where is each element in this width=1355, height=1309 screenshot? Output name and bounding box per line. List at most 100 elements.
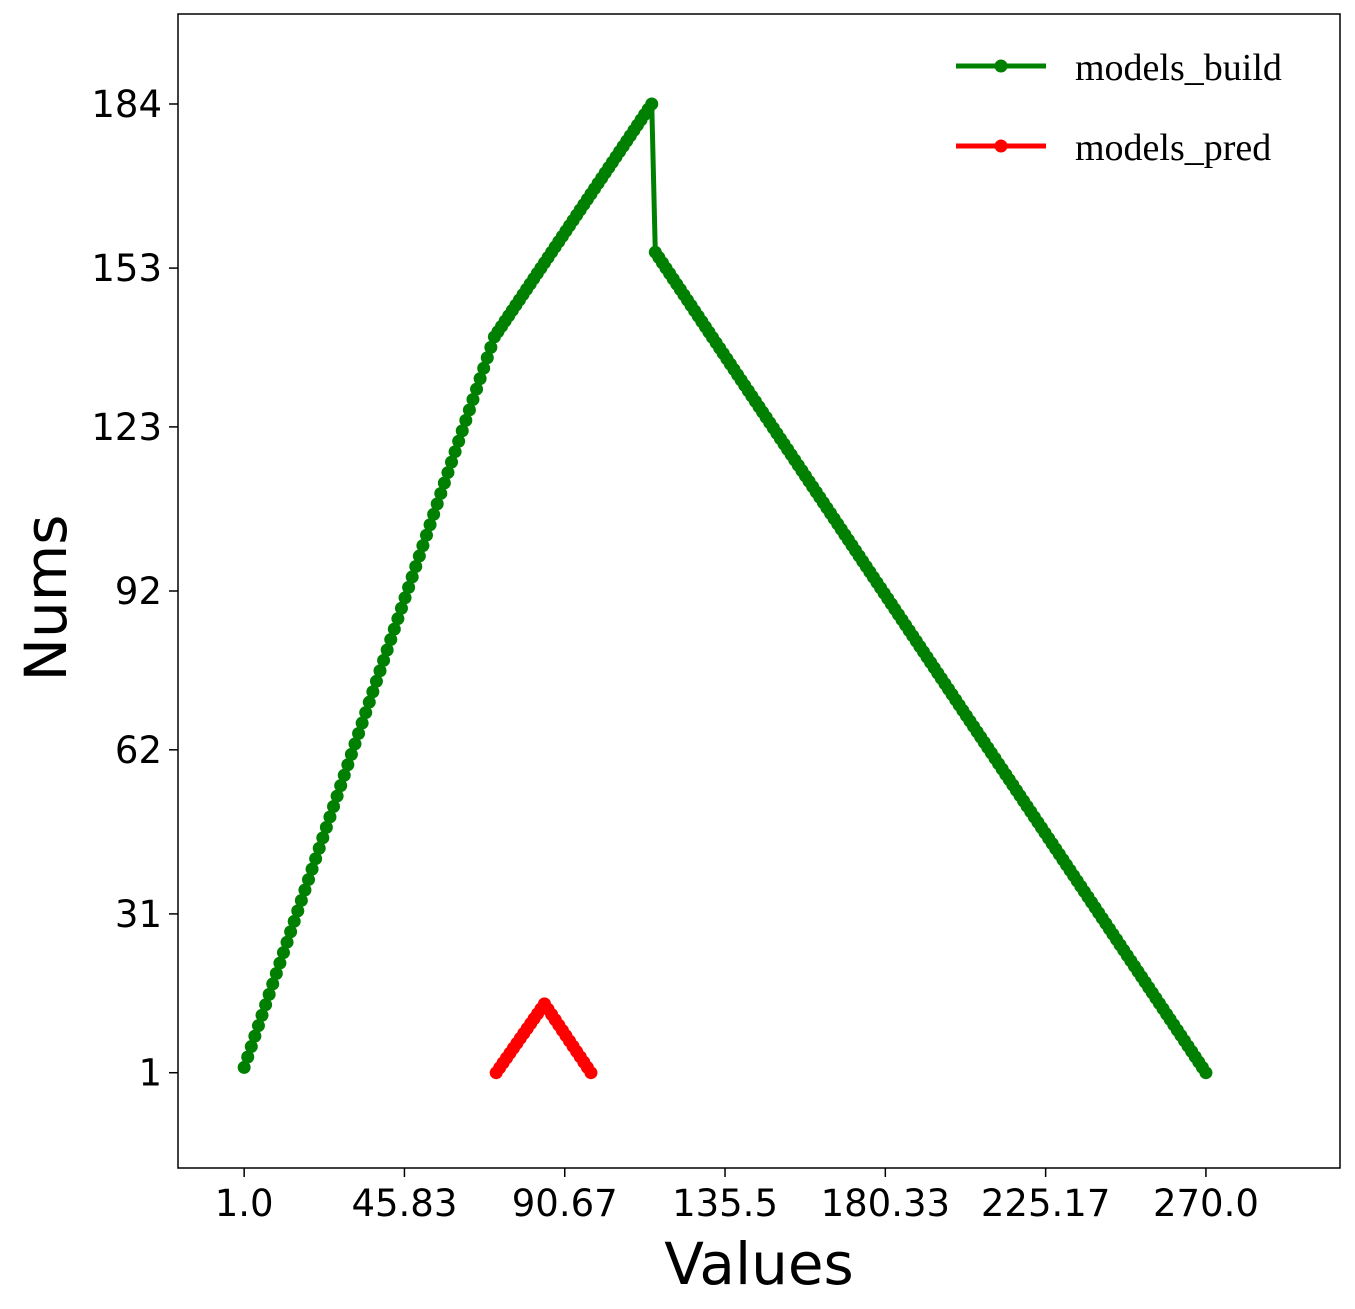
y-axis-title: Nums — [12, 515, 80, 682]
data-point — [280, 935, 294, 949]
legend-marker-models-pred — [994, 139, 1008, 153]
data-point — [434, 486, 448, 500]
data-point — [302, 873, 316, 887]
data-point — [402, 580, 416, 594]
data-point — [355, 716, 369, 730]
data-point — [394, 601, 408, 615]
data-point — [484, 340, 498, 354]
series-line-models-build — [241, 101, 1208, 1075]
data-point — [470, 382, 484, 396]
y-tick-label: 153 — [91, 247, 162, 290]
data-point — [327, 800, 341, 814]
data-point — [248, 1029, 262, 1043]
data-point — [416, 539, 430, 553]
x-tick-label: 1.0 — [215, 1182, 274, 1225]
data-point — [445, 455, 459, 469]
data-point — [387, 622, 401, 636]
data-point — [309, 852, 323, 866]
legend-item-models-build: models_build — [956, 47, 1282, 89]
data-point — [584, 1066, 598, 1080]
y-tick-label: 92 — [115, 570, 162, 613]
data-point — [480, 351, 494, 365]
x-tick-label: 270.0 — [1153, 1182, 1259, 1225]
data-point — [369, 674, 383, 688]
data-point — [380, 643, 394, 657]
legend-marker-models-build — [994, 59, 1008, 73]
data-point — [334, 779, 348, 793]
legend: models_build models_pred — [956, 47, 1282, 169]
data-point — [384, 633, 398, 647]
legend-label-models-pred: models_pred — [1075, 127, 1271, 169]
data-point — [255, 1008, 269, 1022]
data-point — [241, 1050, 255, 1064]
data-point — [291, 904, 305, 918]
x-tick-label: 135.5 — [672, 1182, 778, 1225]
data-point — [373, 664, 387, 678]
data-point — [398, 591, 412, 605]
x-tick-label: 225.17 — [981, 1182, 1110, 1225]
data-point — [294, 893, 308, 907]
series-layer — [237, 97, 1213, 1080]
data-point — [352, 726, 366, 740]
x-axis-title: Values — [664, 1230, 854, 1298]
data-point — [341, 758, 355, 772]
series-markers-models-build — [237, 97, 1213, 1080]
data-point — [412, 549, 426, 563]
y-tick-label: 123 — [91, 406, 162, 449]
y-tick-label: 31 — [115, 893, 162, 936]
data-point — [466, 393, 480, 407]
data-point — [362, 695, 376, 709]
data-point — [448, 445, 462, 459]
y-tick-label: 184 — [91, 83, 162, 126]
data-point — [391, 612, 405, 626]
x-tick-label: 90.67 — [512, 1182, 618, 1225]
data-point — [377, 653, 391, 667]
data-point — [259, 998, 273, 1012]
data-point — [459, 413, 473, 427]
data-point — [409, 559, 423, 573]
data-point — [452, 434, 466, 448]
y-axis: 1 31 62 92 123 153 184 — [91, 83, 178, 1095]
data-point — [477, 361, 491, 375]
data-point — [344, 747, 358, 761]
data-point — [330, 789, 344, 803]
y-tick-label: 1 — [138, 1052, 162, 1095]
data-point — [645, 97, 659, 111]
x-tick-label: 45.83 — [351, 1182, 457, 1225]
data-point — [437, 476, 451, 490]
data-point — [419, 528, 433, 542]
data-point — [284, 925, 298, 939]
data-point — [298, 883, 312, 897]
data-point — [251, 1019, 265, 1033]
data-point — [359, 706, 373, 720]
data-point — [462, 403, 476, 417]
data-point — [316, 831, 330, 845]
data-point — [323, 810, 337, 824]
data-point — [427, 507, 441, 521]
data-point — [305, 862, 319, 876]
data-point — [430, 497, 444, 511]
data-point — [273, 956, 287, 970]
y-tick-label: 62 — [115, 729, 162, 772]
data-point — [312, 841, 326, 855]
data-point — [237, 1060, 251, 1074]
legend-label-models-build: models_build — [1075, 47, 1282, 89]
data-point — [455, 424, 469, 438]
data-point — [269, 966, 283, 980]
plot-frame — [177, 13, 1341, 1169]
x-axis: 1.0 45.83 90.67 135.5 180.33 225.17 270.0 — [215, 1168, 1259, 1225]
data-point — [405, 570, 419, 584]
data-point — [266, 977, 280, 991]
data-point — [244, 1040, 258, 1054]
data-point — [337, 768, 351, 782]
data-point — [366, 685, 380, 699]
data-point — [262, 987, 276, 1001]
data-point — [441, 466, 455, 480]
x-tick-label: 180.33 — [821, 1182, 950, 1225]
data-point — [319, 820, 333, 834]
data-point — [423, 518, 437, 532]
data-point — [287, 914, 301, 928]
data-point — [276, 946, 290, 960]
legend-item-models-pred: models_pred — [956, 127, 1271, 169]
